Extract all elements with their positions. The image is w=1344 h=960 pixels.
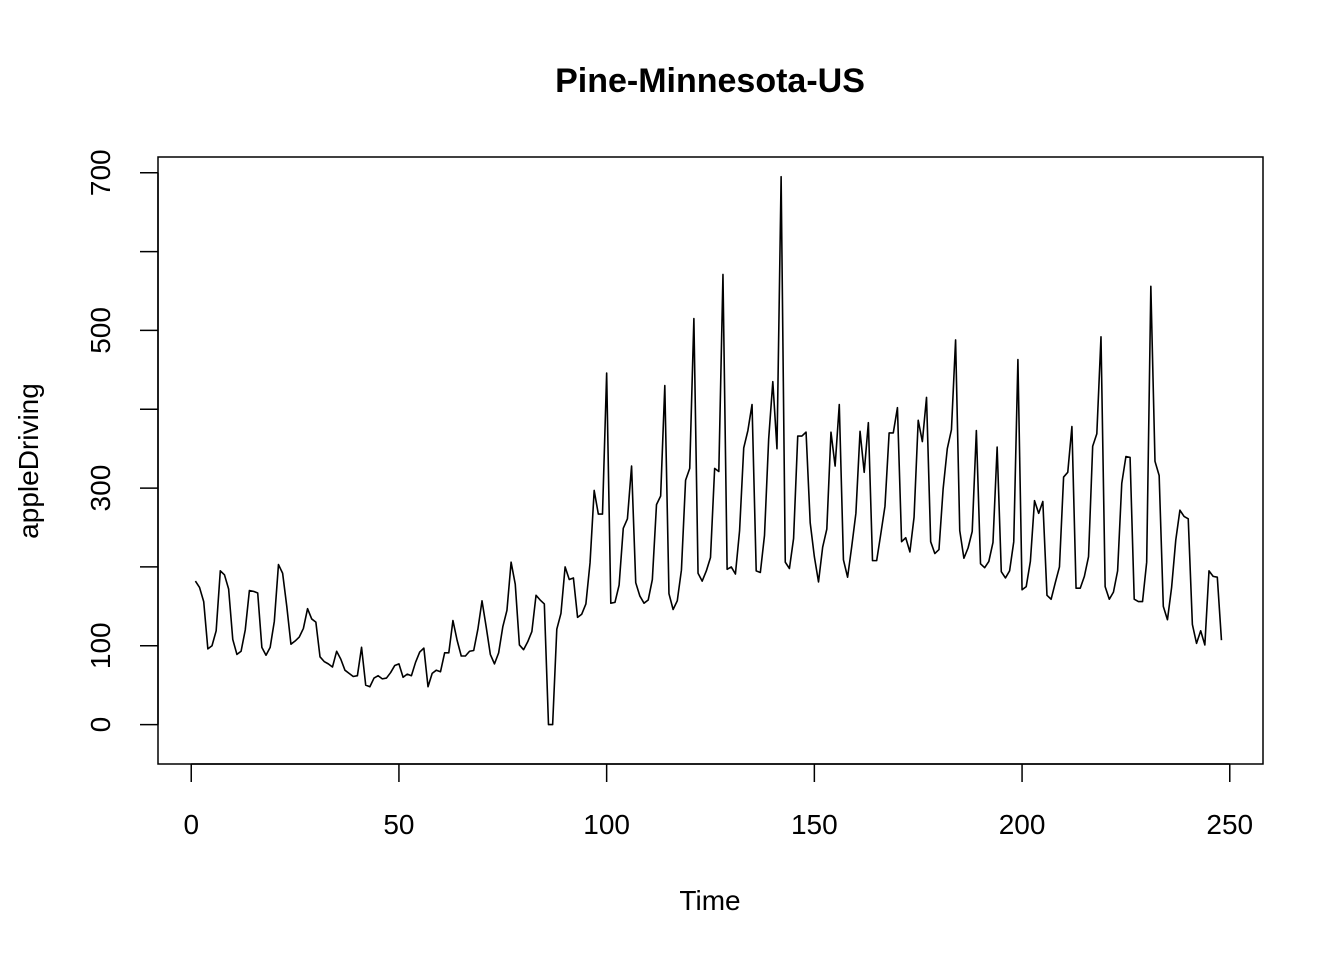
y-tick-label: 0 <box>85 717 116 733</box>
x-tick-label: 0 <box>183 809 199 840</box>
chart-title: Pine-Minnesota-US <box>555 62 865 100</box>
x-axis-label: Time <box>679 885 740 916</box>
series-line-appleDriving <box>194 175 1223 726</box>
y-axis: 0 100 300 500 700 <box>85 149 159 733</box>
y-tick-label: 500 <box>85 307 116 354</box>
y-axis-label: appleDriving <box>13 383 44 539</box>
y-tick-label: 300 <box>85 465 116 512</box>
x-tick-label: 200 <box>999 809 1046 840</box>
x-axis: 0 50 100 150 200 250 <box>183 763 1253 840</box>
y-tick-label: 700 <box>85 149 116 196</box>
plot-frame <box>157 156 1264 765</box>
x-tick-label: 150 <box>791 809 838 840</box>
x-tick-label: 250 <box>1206 809 1253 840</box>
y-tick-label: 100 <box>85 622 116 669</box>
x-tick-label: 100 <box>583 809 630 840</box>
x-tick-label: 50 <box>383 809 414 840</box>
